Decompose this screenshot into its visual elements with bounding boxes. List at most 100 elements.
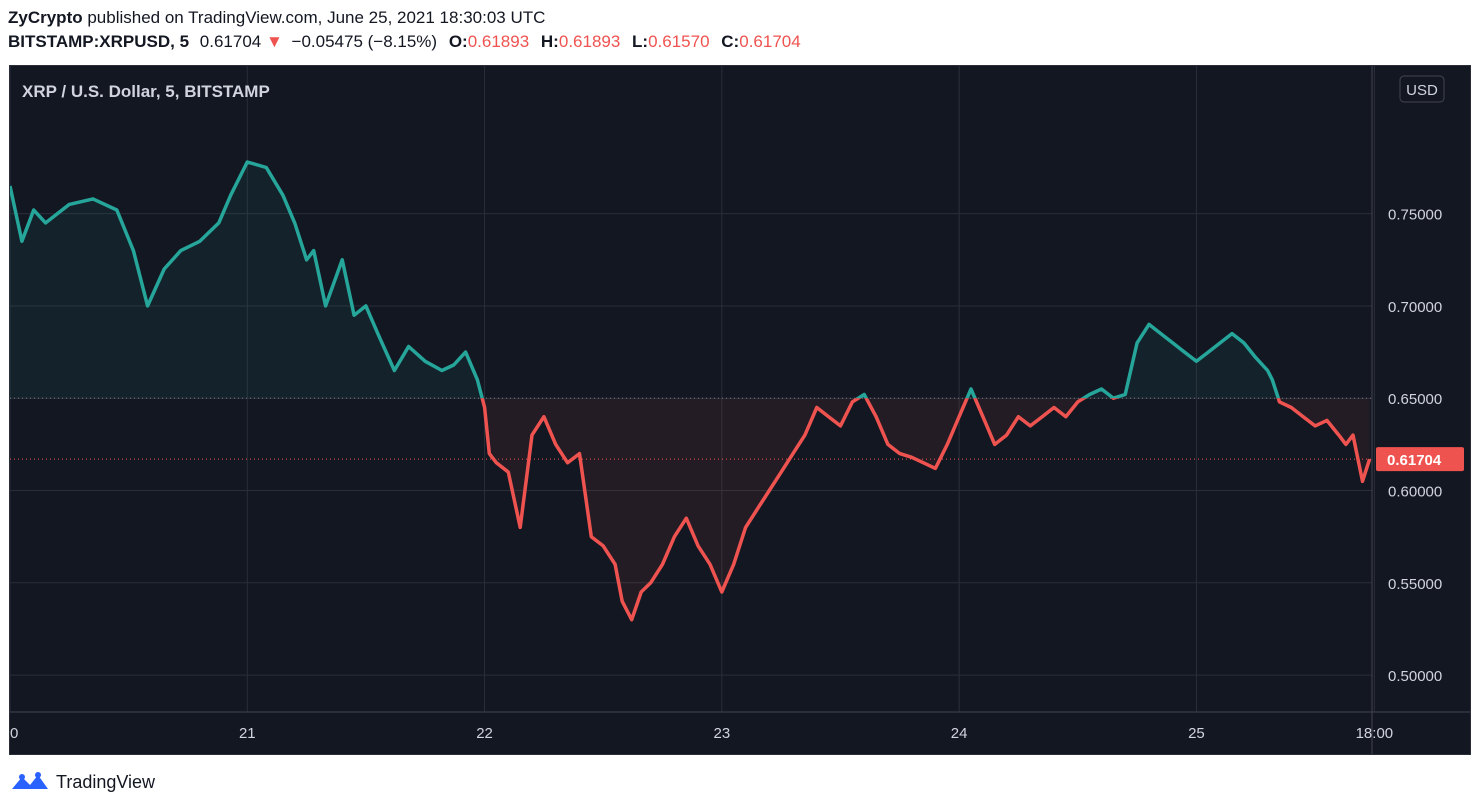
data-point	[453, 365, 454, 366]
data-point	[828, 416, 829, 417]
symbol-name[interactable]: BITSTAMP:XRPUSD, 5	[8, 32, 190, 51]
currency-badge	[1399, 75, 1445, 103]
data-point	[876, 416, 877, 417]
data-point	[1030, 425, 1031, 426]
last-price-badge	[1376, 447, 1464, 472]
data-point	[306, 259, 307, 260]
price-chart[interactable]: 0.50000 0.55000 0.60000 0.65000 0.70000 0.750…	[10, 66, 1470, 754]
data-point	[1338, 435, 1339, 436]
data-point	[923, 462, 924, 463]
data-point	[1220, 342, 1221, 343]
x-tick-label: 24	[951, 725, 968, 742]
data-point	[1208, 352, 1209, 353]
data-point	[199, 241, 200, 242]
publish-info: ZyCrypto published on TradingView.com, J…	[8, 6, 801, 30]
data-point	[733, 564, 734, 565]
data-point	[247, 162, 248, 163]
data-point	[994, 444, 995, 445]
data-point	[45, 222, 46, 223]
data-point	[441, 370, 442, 371]
data-point	[698, 545, 699, 546]
data-point	[1137, 342, 1138, 343]
data-point	[1006, 435, 1007, 436]
chart-header: ZyCrypto published on TradingView.com, J…	[8, 6, 801, 54]
tradingview-logo-icon[interactable]	[10, 771, 50, 793]
data-point	[887, 444, 888, 445]
data-point	[757, 509, 758, 510]
data-point	[532, 435, 533, 436]
data-point	[1353, 435, 1354, 436]
data-point	[1113, 398, 1114, 399]
data-point	[21, 241, 22, 242]
down-arrow-icon: ▼	[265, 32, 283, 51]
y-tick-label: 0.70000	[1388, 299, 1442, 316]
data-point	[982, 416, 983, 417]
data-point	[579, 453, 580, 454]
data-point	[133, 250, 134, 251]
data-point	[93, 198, 94, 199]
x-tick-label: 21	[239, 725, 256, 742]
chart-panel[interactable]: 0.50000 0.55000 0.60000 0.65000 0.70000 0.750…	[9, 65, 1471, 755]
data-point	[484, 407, 485, 408]
published-text: published on TradingView.com, June 25, 2…	[82, 8, 546, 27]
data-point	[816, 407, 817, 408]
data-point	[342, 259, 343, 260]
data-point	[1184, 352, 1185, 353]
data-point	[852, 401, 853, 402]
data-point	[1255, 357, 1256, 358]
data-point	[489, 453, 490, 454]
data-point	[804, 435, 805, 436]
data-point	[745, 527, 746, 528]
data-point	[1065, 416, 1066, 417]
data-point	[911, 457, 912, 458]
publisher-name[interactable]: ZyCrypto	[8, 8, 83, 27]
area-fill-up	[10, 162, 1279, 399]
data-point	[1315, 425, 1316, 426]
data-point	[721, 592, 722, 593]
data-point	[1243, 342, 1244, 343]
data-point	[899, 453, 900, 454]
data-point	[69, 204, 70, 205]
data-point	[1077, 401, 1078, 402]
last-price-label: 0.61704	[1387, 452, 1442, 469]
data-point	[1018, 416, 1019, 417]
data-point	[116, 210, 117, 211]
data-point	[686, 518, 687, 519]
data-point	[555, 444, 556, 445]
footer: TradingView	[10, 770, 155, 794]
data-point	[543, 416, 544, 417]
data-point	[180, 250, 181, 251]
data-point	[769, 490, 770, 491]
data-point	[218, 222, 219, 223]
data-point	[650, 582, 651, 583]
y-tick-label: 0.50000	[1388, 668, 1442, 685]
data-point	[1042, 416, 1043, 417]
data-point	[674, 536, 675, 537]
open-value: 0.61893	[467, 32, 530, 51]
data-point	[230, 195, 231, 196]
y-tick-label: 0.55000	[1388, 576, 1442, 593]
data-point	[496, 462, 497, 463]
data-point	[1267, 370, 1268, 371]
data-point	[377, 333, 378, 334]
data-point	[935, 468, 936, 469]
data-point	[947, 444, 948, 445]
data-point	[313, 250, 314, 251]
data-point	[33, 210, 34, 211]
data-point	[1369, 459, 1370, 460]
data-point	[282, 195, 283, 196]
x-tick-label: 22	[476, 725, 493, 742]
data-point	[710, 564, 711, 565]
data-point	[164, 269, 165, 270]
tradingview-brand[interactable]: TradingView	[56, 771, 156, 792]
high-value: 0.61893	[558, 32, 621, 51]
data-point	[1196, 361, 1197, 362]
data-point	[1272, 379, 1273, 380]
price-line-up	[10, 160, 1281, 399]
data-point	[622, 601, 623, 602]
data-point	[1160, 333, 1161, 334]
data-point	[1149, 324, 1150, 325]
price-change: −0.05475 (−8.15%)	[291, 32, 438, 51]
data-point	[1303, 416, 1304, 417]
data-point	[408, 346, 409, 347]
